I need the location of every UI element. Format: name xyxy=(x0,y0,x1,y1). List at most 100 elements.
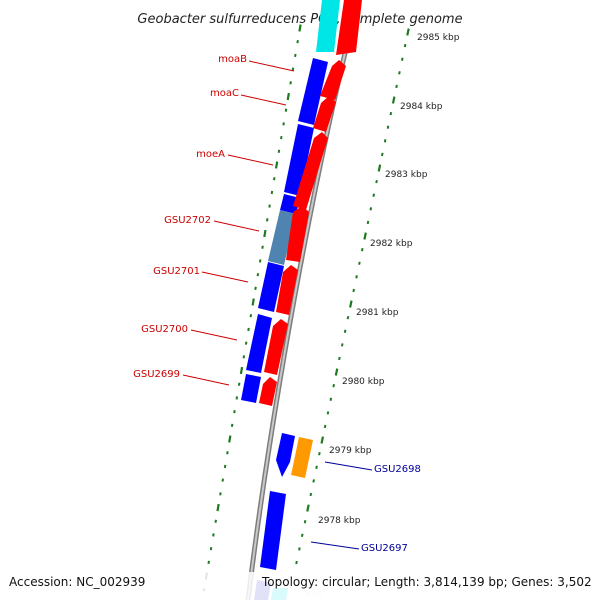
gene-red-moeA[interactable] xyxy=(293,132,328,210)
tick-mark xyxy=(323,424,327,429)
gene-red-GSU2699[interactable] xyxy=(259,377,277,406)
tick-mark xyxy=(219,492,222,496)
gene-label[interactable]: moeA xyxy=(196,149,225,160)
gene-label[interactable]: GSU2697 xyxy=(361,543,408,554)
tick-mark xyxy=(265,218,269,222)
tick-mark xyxy=(284,108,288,112)
gene-cyan-top[interactable] xyxy=(316,0,340,52)
gene-label[interactable]: GSU2700 xyxy=(141,324,188,335)
gene-red-moaC[interactable] xyxy=(313,96,336,132)
scale-label: 2984 kbp xyxy=(400,102,443,112)
gene-blue-GSU2700[interactable] xyxy=(246,314,272,373)
tick-mark xyxy=(214,519,217,523)
gene-red-GSU2701[interactable] xyxy=(276,265,298,315)
tick-mark xyxy=(294,53,297,58)
gene-blue-GSU2698[interactable] xyxy=(276,433,295,477)
tick-mark xyxy=(280,135,283,140)
gene-blue-GSU2699[interactable] xyxy=(241,374,261,403)
scale-label: 2978 kbp xyxy=(318,516,361,526)
gene-orange-GSU2698[interactable] xyxy=(291,437,313,478)
tick-mark xyxy=(338,356,341,361)
tick-mark xyxy=(363,232,367,240)
gene-blue-moaB[interactable] xyxy=(298,58,328,125)
leader-line xyxy=(201,271,249,283)
gene-blue-moaC[interactable] xyxy=(284,124,314,196)
tick-mark xyxy=(400,57,404,61)
leader-line xyxy=(213,220,260,232)
tick-mark xyxy=(268,204,271,208)
gene-label[interactable]: GSU2698 xyxy=(374,464,421,475)
gene-red-moaB[interactable] xyxy=(320,60,346,100)
scale-label: 2982 kbp xyxy=(370,239,413,249)
tick-mark xyxy=(329,397,333,401)
gene-red-top[interactable] xyxy=(336,0,362,55)
tick-mark xyxy=(216,503,220,512)
tick-mark xyxy=(263,229,267,238)
leader-line xyxy=(182,374,230,386)
scale-label: 2983 kbp xyxy=(385,170,428,180)
tick-mark xyxy=(315,465,318,469)
tick-mark xyxy=(237,382,241,386)
gene-blue-moeA[interactable] xyxy=(280,194,300,214)
tick-mark xyxy=(298,24,302,32)
tick-mark xyxy=(286,92,290,101)
tick-mark xyxy=(386,125,390,129)
tick-mark xyxy=(389,111,393,116)
tick-mark xyxy=(326,411,330,415)
tick-mark xyxy=(360,247,364,252)
tick-mark xyxy=(406,28,410,36)
tick-mark xyxy=(295,560,298,565)
tick-mark xyxy=(249,314,253,318)
tick-mark xyxy=(251,298,255,306)
tick-mark xyxy=(369,207,373,211)
gene-red-GSU2700[interactable] xyxy=(264,319,288,375)
tick-mark xyxy=(254,286,257,290)
tick-mark xyxy=(274,161,279,169)
tick-mark xyxy=(244,341,248,345)
tick-mark xyxy=(352,288,355,293)
tick-mark xyxy=(256,272,260,277)
tick-mark xyxy=(375,179,378,184)
gene-blue-GSU2701[interactable] xyxy=(258,262,284,312)
scale-label: 2980 kbp xyxy=(342,377,385,387)
tick-mark xyxy=(398,71,401,75)
scale-label: 2981 kbp xyxy=(356,308,399,318)
tick-mark xyxy=(209,547,213,551)
tick-mark xyxy=(312,479,315,483)
tick-mark xyxy=(358,261,361,265)
tick-mark xyxy=(395,84,398,89)
gene-label[interactable]: GSU2699 xyxy=(133,369,180,380)
gene-blue-GSU2697[interactable] xyxy=(260,491,286,570)
gene-label[interactable]: GSU2701 xyxy=(153,266,200,277)
tick-mark xyxy=(282,122,285,126)
tick-mark xyxy=(273,177,276,181)
tick-mark xyxy=(298,547,301,551)
leader-line xyxy=(248,60,295,72)
gene-red-GSU2702[interactable] xyxy=(286,206,309,262)
tick-mark xyxy=(332,384,335,388)
tick-mark xyxy=(247,327,250,332)
map-title: Geobacter sulfurreducens PCA, complete g… xyxy=(137,12,462,27)
outer-tick-ring xyxy=(295,28,410,565)
tick-mark xyxy=(221,478,225,482)
tick-mark xyxy=(258,259,262,263)
gene-track xyxy=(241,0,362,600)
tick-mark xyxy=(235,396,239,400)
tick-mark xyxy=(383,139,387,143)
tick-mark xyxy=(391,96,396,104)
gene-highlight-GSU2702[interactable] xyxy=(268,210,296,265)
tick-mark xyxy=(334,368,339,376)
tick-mark xyxy=(403,43,407,48)
tick-mark xyxy=(291,67,295,71)
tick-mark xyxy=(355,275,358,279)
tick-mark xyxy=(212,533,215,537)
scale-label: 2985 kbp xyxy=(417,33,460,43)
tick-mark xyxy=(366,220,370,225)
gene-label[interactable]: GSU2702 xyxy=(164,215,211,226)
gene-label[interactable]: moaB xyxy=(218,54,247,65)
tick-mark xyxy=(343,329,347,333)
tick-mark xyxy=(270,190,274,195)
gene-label[interactable]: moaC xyxy=(210,88,239,99)
tick-mark xyxy=(340,343,344,347)
